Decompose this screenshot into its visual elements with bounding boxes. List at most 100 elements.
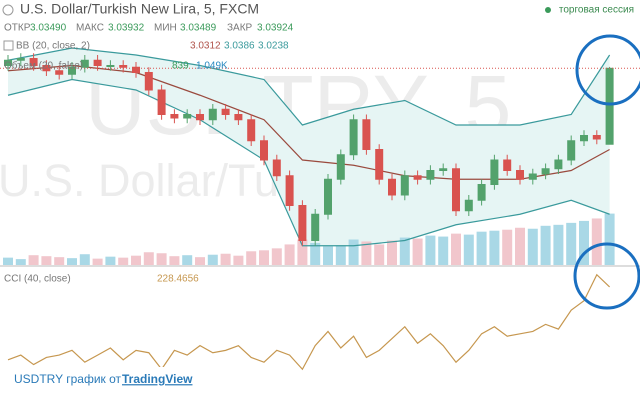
candle-body — [516, 170, 524, 180]
candle-body — [260, 140, 268, 161]
volume-bar — [15, 259, 26, 265]
volume-label: Объем (20, false) — [4, 60, 83, 72]
volume-bar — [246, 251, 257, 265]
volume-bar — [553, 224, 564, 265]
candle-body — [464, 199, 473, 212]
volume-bar — [118, 257, 129, 265]
volume-bar — [476, 231, 487, 265]
volume-bar — [169, 256, 180, 265]
volume-bar — [374, 244, 385, 265]
volume-bar — [310, 242, 321, 265]
symbol-icon — [2, 4, 14, 16]
candle-body — [298, 205, 307, 241]
candle-body — [183, 114, 192, 119]
volume-bar — [271, 248, 282, 265]
ohlc-value: 3.03490 — [30, 23, 67, 34]
candle-body — [119, 65, 128, 68]
volume-bar — [182, 255, 193, 265]
chart-title: U.S. Dollar/Turkish New Lira, 5, FXCM — [20, 1, 259, 17]
candle-body — [541, 168, 550, 175]
volume-bar — [579, 220, 589, 265]
candle-body — [477, 184, 486, 201]
candle-body — [605, 67, 614, 145]
candle-body — [362, 119, 371, 150]
volume-bar — [451, 233, 461, 265]
legend-area: U.S. Dollar/Turkish New Lira, 5, FXCM тор… — [2, 1, 634, 285]
bb-lower — [7, 78, 610, 247]
candle-body — [68, 66, 76, 75]
volume-bar — [566, 222, 577, 265]
candle-body — [132, 66, 140, 73]
volume-bar — [540, 225, 551, 265]
candle-body — [170, 114, 179, 119]
ohlc-label: МАКС — [76, 23, 104, 34]
volume-value: 1.049K — [196, 61, 228, 72]
candle-body — [324, 178, 332, 215]
volume-bar — [387, 240, 397, 265]
cci-label: CCI (40, close) — [4, 274, 71, 285]
candle-body — [285, 175, 294, 206]
volume-bar — [54, 257, 65, 265]
volume-bar — [284, 244, 295, 265]
volume-bar — [259, 250, 269, 265]
candle-body — [452, 168, 460, 212]
candle-body — [196, 114, 204, 121]
volume-bar — [207, 254, 218, 265]
bb-value: 3.0238 — [258, 41, 289, 52]
candle-body — [528, 173, 537, 180]
ohlc-value: 3.03932 — [108, 23, 145, 34]
volume-bar — [425, 235, 436, 265]
volume-bar — [502, 229, 513, 265]
candle-body — [439, 168, 448, 171]
candle-body — [375, 149, 384, 180]
candle-body — [16, 58, 25, 61]
footer-box — [4, 367, 216, 393]
highlight-circle — [575, 34, 640, 106]
candle-body — [247, 119, 256, 142]
footer-link[interactable]: TradingView — [122, 372, 193, 386]
volume-bar — [79, 254, 90, 265]
candle-body — [144, 72, 153, 91]
candle-body — [490, 159, 499, 185]
volume-bar — [220, 253, 231, 265]
bb-upper — [7, 47, 611, 126]
volume-bar — [323, 246, 333, 265]
volume-bar — [28, 255, 39, 265]
candle-body — [413, 175, 422, 180]
volume-bar — [156, 253, 167, 265]
cci-line — [7, 273, 611, 371]
volume-bar — [515, 227, 525, 265]
candle-body — [554, 159, 563, 170]
volume-bar — [399, 237, 410, 265]
candle-body — [580, 135, 588, 142]
candle-body — [503, 159, 512, 171]
candle-body — [93, 59, 102, 66]
candle-body — [157, 89, 166, 115]
volume-bar — [41, 256, 52, 265]
candle-body — [55, 70, 64, 75]
ohlc-label: МИН — [154, 23, 177, 34]
candle-body — [311, 213, 320, 241]
candle-body — [400, 175, 409, 196]
candle-body — [388, 178, 396, 196]
indicator-icon — [3, 40, 14, 51]
bb-middle — [7, 64, 610, 180]
volume-bar — [527, 228, 538, 265]
volume-bar — [438, 236, 449, 265]
candle-body — [80, 59, 89, 68]
volume-bar — [297, 239, 308, 265]
candle-body — [349, 119, 358, 156]
bb-value: 3.0312 — [190, 41, 221, 52]
volume-bar — [105, 256, 116, 265]
candle-body — [29, 58, 38, 66]
ohlc-label: ОТКР — [4, 23, 31, 34]
volume-bar — [67, 258, 77, 265]
cci-value: 228.4656 — [157, 274, 199, 285]
volume-bar — [233, 255, 244, 265]
candle-body — [426, 170, 435, 180]
ohlc-value: 3.03489 — [180, 23, 217, 34]
volume-value: 839 — [172, 61, 189, 72]
candle-body — [4, 59, 12, 66]
candle-body — [208, 108, 217, 121]
